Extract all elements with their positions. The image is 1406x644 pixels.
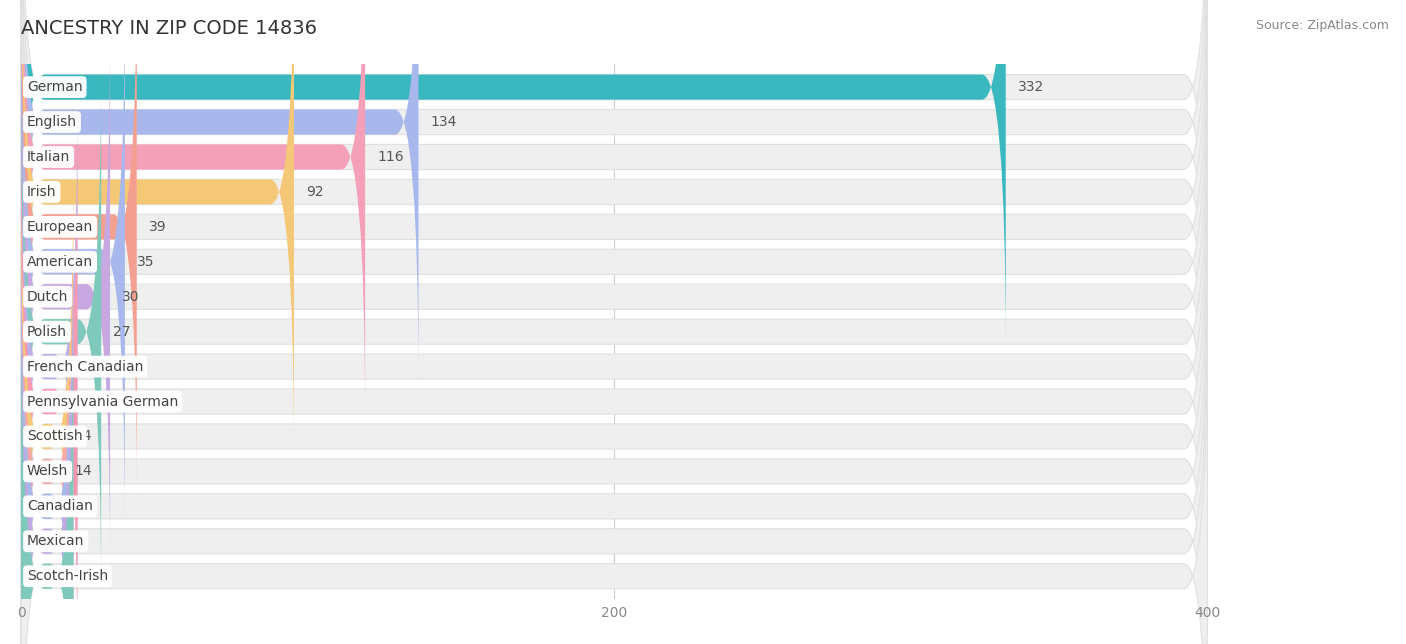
Text: English: English [27, 115, 77, 129]
FancyBboxPatch shape [21, 169, 73, 644]
Text: 116: 116 [377, 150, 404, 164]
Text: Scotch-Irish: Scotch-Irish [27, 569, 108, 583]
Text: 14: 14 [75, 430, 93, 444]
Text: 19: 19 [90, 395, 107, 408]
Text: Scottish: Scottish [27, 430, 83, 444]
FancyBboxPatch shape [21, 274, 1208, 644]
FancyBboxPatch shape [21, 0, 294, 459]
FancyBboxPatch shape [21, 205, 73, 644]
Text: Polish: Polish [27, 325, 67, 339]
FancyBboxPatch shape [21, 0, 1208, 494]
FancyBboxPatch shape [21, 0, 125, 529]
FancyBboxPatch shape [21, 65, 1208, 598]
Text: 35: 35 [136, 255, 155, 269]
Text: 7: 7 [53, 535, 62, 548]
FancyBboxPatch shape [21, 0, 1208, 389]
Text: 3: 3 [42, 569, 51, 583]
Text: Italian: Italian [27, 150, 70, 164]
FancyBboxPatch shape [21, 100, 77, 634]
Text: 332: 332 [1018, 80, 1043, 94]
Text: 27: 27 [112, 325, 131, 339]
FancyBboxPatch shape [21, 135, 77, 644]
Text: ANCESTRY IN ZIP CODE 14836: ANCESTRY IN ZIP CODE 14836 [21, 19, 318, 39]
FancyBboxPatch shape [21, 0, 1208, 529]
Text: Canadian: Canadian [27, 499, 93, 513]
FancyBboxPatch shape [21, 30, 110, 564]
FancyBboxPatch shape [21, 0, 366, 424]
Text: 14: 14 [75, 464, 93, 478]
Text: 30: 30 [122, 290, 139, 304]
Text: Pennsylvania German: Pennsylvania German [27, 395, 179, 408]
Text: American: American [27, 255, 93, 269]
Text: Mexican: Mexican [27, 535, 84, 548]
FancyBboxPatch shape [21, 274, 73, 644]
Text: Irish: Irish [27, 185, 56, 199]
Text: 19: 19 [90, 359, 107, 374]
FancyBboxPatch shape [21, 0, 1208, 354]
Text: 92: 92 [307, 185, 323, 199]
Text: French Canadian: French Canadian [27, 359, 143, 374]
FancyBboxPatch shape [21, 169, 1208, 644]
Text: 134: 134 [430, 115, 457, 129]
Text: Source: ZipAtlas.com: Source: ZipAtlas.com [1256, 19, 1389, 32]
FancyBboxPatch shape [21, 309, 1208, 644]
Text: 8: 8 [56, 499, 66, 513]
FancyBboxPatch shape [21, 240, 1208, 644]
FancyBboxPatch shape [21, 0, 1005, 354]
Text: German: German [27, 80, 83, 94]
FancyBboxPatch shape [21, 240, 73, 644]
FancyBboxPatch shape [21, 30, 1208, 564]
Text: European: European [27, 220, 93, 234]
FancyBboxPatch shape [21, 0, 136, 494]
FancyBboxPatch shape [21, 309, 73, 644]
Text: Dutch: Dutch [27, 290, 69, 304]
FancyBboxPatch shape [21, 0, 1208, 424]
Text: Welsh: Welsh [27, 464, 69, 478]
FancyBboxPatch shape [21, 0, 419, 389]
FancyBboxPatch shape [21, 205, 1208, 644]
Text: 39: 39 [149, 220, 166, 234]
FancyBboxPatch shape [21, 100, 1208, 634]
FancyBboxPatch shape [21, 65, 101, 598]
FancyBboxPatch shape [21, 135, 1208, 644]
FancyBboxPatch shape [21, 0, 1208, 459]
